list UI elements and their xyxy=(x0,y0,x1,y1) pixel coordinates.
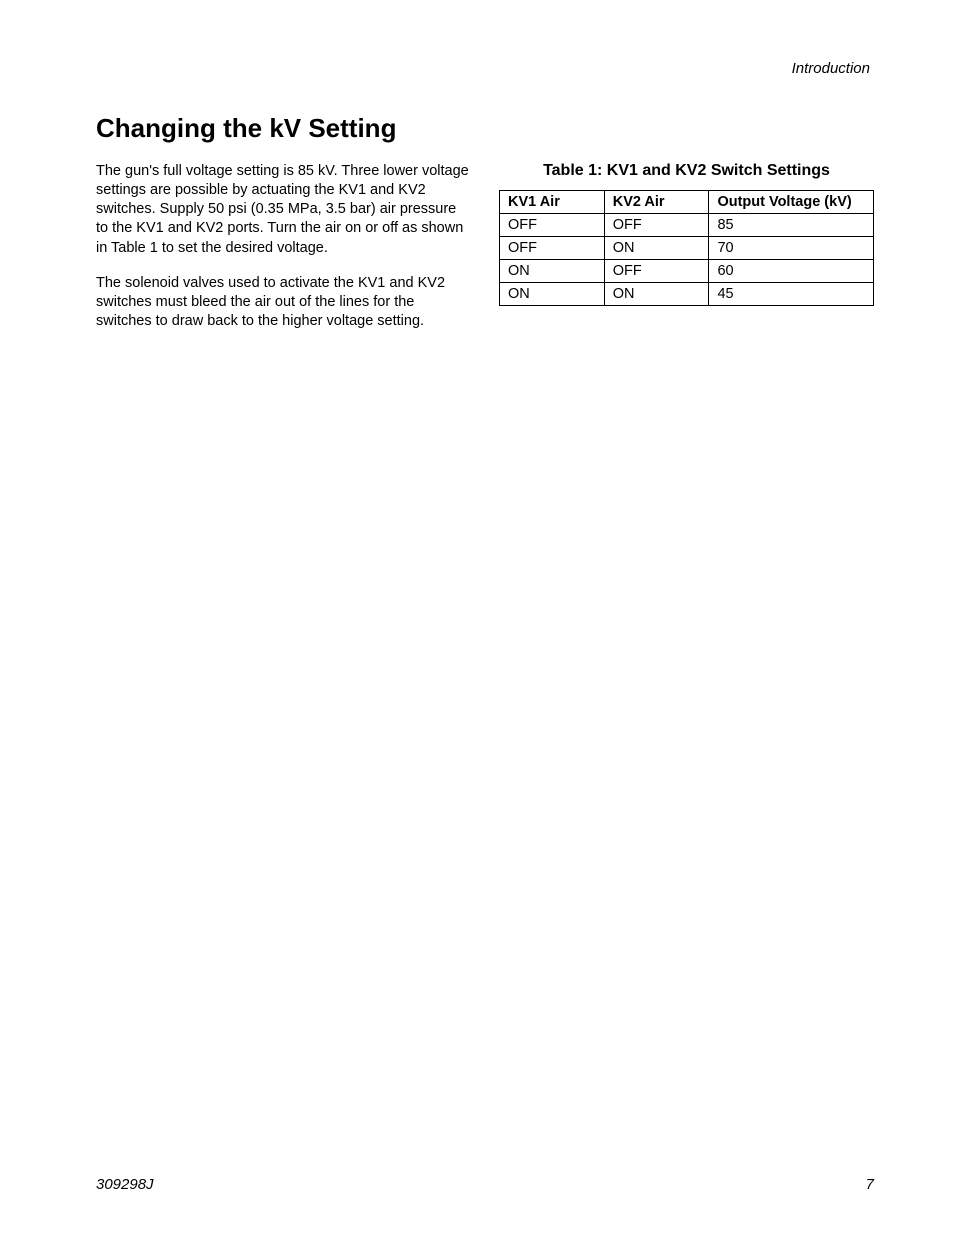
switch-settings-table: KV1 Air KV2 Air Output Voltage (kV) OFF … xyxy=(499,190,874,306)
table-cell: ON xyxy=(604,283,709,306)
page-number: 7 xyxy=(866,1176,874,1193)
table-cell: ON xyxy=(500,283,605,306)
table-cell: OFF xyxy=(500,237,605,260)
table-cell: ON xyxy=(500,260,605,283)
table-column: Table 1: KV1 and KV2 Switch Settings KV1… xyxy=(499,162,874,347)
table-cell: 45 xyxy=(709,283,874,306)
table-row: ON ON 45 xyxy=(500,283,874,306)
table-title: Table 1: KV1 and KV2 Switch Settings xyxy=(499,162,874,180)
body-text-column: The gun's full voltage setting is 85 kV.… xyxy=(96,162,471,347)
table-cell: 60 xyxy=(709,260,874,283)
page-heading: Changing the kV Setting xyxy=(96,113,874,144)
table-cell: OFF xyxy=(604,260,709,283)
page-footer: 309298J 7 xyxy=(96,1176,874,1193)
paragraph-2: The solenoid valves used to activate the… xyxy=(96,274,471,331)
doc-id: 309298J xyxy=(96,1176,154,1193)
table-row: OFF OFF 85 xyxy=(500,214,874,237)
table-cell: 85 xyxy=(709,214,874,237)
table-cell: ON xyxy=(604,237,709,260)
section-label: Introduction xyxy=(96,60,874,77)
table-header-cell: KV2 Air xyxy=(604,191,709,214)
table-row: OFF ON 70 xyxy=(500,237,874,260)
table-cell: OFF xyxy=(500,214,605,237)
table-cell: OFF xyxy=(604,214,709,237)
table-row: ON OFF 60 xyxy=(500,260,874,283)
table-cell: 70 xyxy=(709,237,874,260)
table-header-cell: Output Voltage (kV) xyxy=(709,191,874,214)
table-header-row: KV1 Air KV2 Air Output Voltage (kV) xyxy=(500,191,874,214)
two-column-layout: The gun's full voltage setting is 85 kV.… xyxy=(96,162,874,347)
paragraph-1: The gun's full voltage setting is 85 kV.… xyxy=(96,162,471,258)
table-header-cell: KV1 Air xyxy=(500,191,605,214)
